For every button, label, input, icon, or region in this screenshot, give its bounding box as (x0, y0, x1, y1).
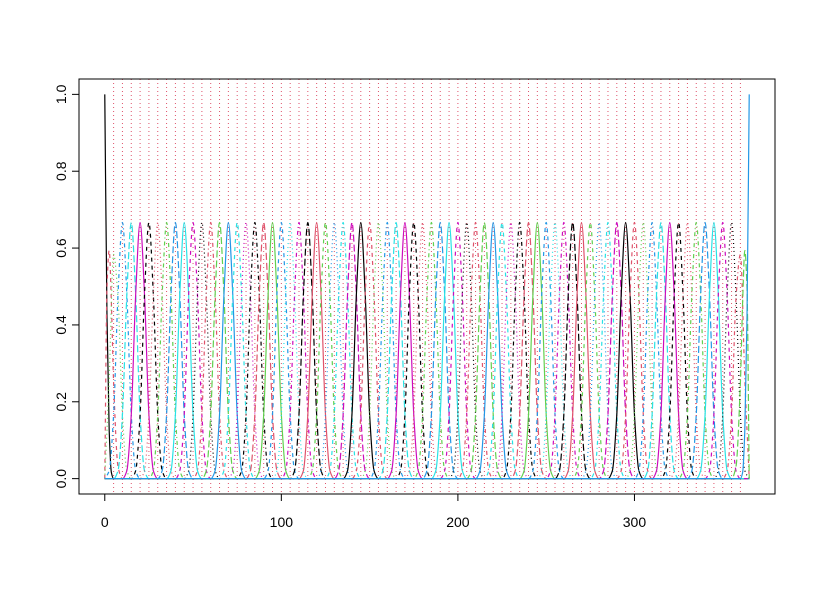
basis-curve (104, 221, 750, 480)
basis-curve (104, 221, 750, 480)
basis-curve (104, 221, 750, 480)
basis-curve (104, 221, 750, 480)
basis-curve (104, 253, 750, 480)
basis-curve (104, 221, 750, 480)
basis-curve (104, 221, 750, 480)
basis-curve (104, 221, 750, 480)
y-tick-label: 0.8 (53, 161, 69, 181)
basis-curve (104, 221, 750, 480)
x-tick-label: 100 (270, 514, 294, 530)
y-tick-label: 1.0 (53, 84, 69, 104)
basis-curve (104, 221, 750, 480)
basis-curve (104, 221, 750, 480)
basis-curve (104, 221, 750, 480)
y-tick-label: 0.0 (53, 469, 69, 489)
basis-curve (104, 221, 750, 480)
basis-curve (104, 221, 750, 480)
basis-curve (104, 94, 750, 480)
basis-curve (104, 221, 750, 480)
y-tick-label: 0.4 (53, 315, 69, 335)
basis-curve (104, 221, 750, 480)
basis-curve (104, 221, 750, 480)
y-tick-label: 0.6 (53, 238, 69, 258)
x-tick-label: 300 (623, 514, 647, 530)
x-tick-label: 200 (446, 514, 470, 530)
y-tick-label: 0.2 (53, 392, 69, 412)
basis-curve (104, 221, 750, 480)
plot-area (104, 79, 750, 494)
basis-curve (104, 221, 750, 480)
x-tick-label: 0 (101, 514, 109, 530)
basis-curve (104, 221, 750, 480)
